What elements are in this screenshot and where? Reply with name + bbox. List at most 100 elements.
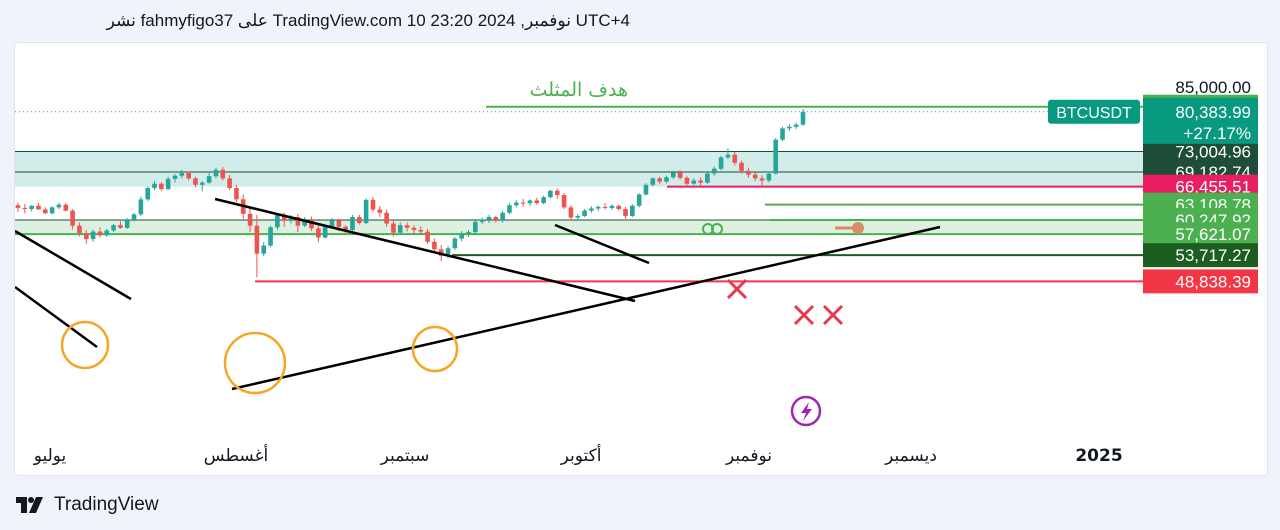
symbol-tag <box>1048 99 1140 124</box>
candle-body <box>295 217 301 226</box>
candle-body <box>370 199 376 210</box>
alert-marker-icon <box>852 222 864 234</box>
candle-body <box>650 178 656 185</box>
candle-body <box>698 180 703 183</box>
current-change-label: +27.17% <box>1183 124 1251 143</box>
y-tick-label: 85,000.00 <box>1175 78 1251 97</box>
candle-body <box>677 172 683 178</box>
tradingview-brand: TradingView <box>54 494 159 515</box>
candle-body <box>691 180 697 184</box>
candle-body <box>391 223 396 233</box>
candle-body <box>145 188 150 200</box>
candle-body <box>725 154 731 158</box>
candle-body <box>752 174 758 179</box>
candle-body <box>234 188 239 200</box>
candle-body <box>357 217 362 223</box>
candle-body <box>350 217 355 230</box>
candle-body <box>322 226 328 238</box>
highlight-circle-0 <box>60 320 110 370</box>
candle-body <box>131 214 137 220</box>
current-price-label: 80,383.99 <box>1175 103 1251 122</box>
candle-body <box>800 111 806 125</box>
candle-body <box>159 183 164 190</box>
price-badge-label: 66,455.51 <box>1175 178 1251 197</box>
candle-body <box>739 162 744 171</box>
candle-body <box>404 225 410 228</box>
candle-body <box>343 226 348 230</box>
zone-band-0 <box>15 151 1143 187</box>
candle-body <box>459 233 464 239</box>
chart-header: نشر fahmyfigo37 على TradingView.com 10 ن… <box>106 11 630 30</box>
candle-body <box>746 170 751 175</box>
candle-body <box>554 190 560 196</box>
candle-body <box>179 173 185 176</box>
candle-body <box>275 214 280 228</box>
candle-body <box>254 225 260 254</box>
candle-body <box>595 206 601 209</box>
candle-body <box>548 190 553 198</box>
trendline-3 <box>554 223 650 265</box>
candle-body <box>302 219 307 226</box>
x-axis-label: سبتمبر <box>380 446 430 466</box>
candle-body <box>70 210 75 226</box>
chart-panel[interactable]: 85,000.0075,000.0070,000.0055,000.0050,0… <box>14 42 1268 476</box>
candle-body <box>227 178 232 189</box>
candle-body <box>732 154 738 163</box>
candle-body <box>36 205 41 210</box>
ring-marker-icon <box>711 223 723 235</box>
price-badge-label: 57,621.07 <box>1175 225 1251 244</box>
candle-body <box>281 214 287 221</box>
candle-body <box>118 225 123 228</box>
price-badge-label: 48,838.39 <box>1175 272 1251 291</box>
candle-body <box>288 217 294 221</box>
candle-body <box>773 139 778 174</box>
highlight-circle-2 <box>411 325 459 373</box>
candle-body <box>206 176 212 183</box>
x-axis-label: نوفمبر <box>725 446 772 466</box>
candle-body <box>124 219 130 228</box>
candle-body <box>193 178 198 185</box>
candle-body <box>705 173 710 183</box>
candle-body <box>514 202 519 206</box>
x-mark-1 <box>793 304 815 326</box>
candle-body <box>759 178 765 181</box>
candle-body <box>56 204 62 208</box>
candle-body <box>90 231 96 240</box>
candle-body <box>397 225 403 233</box>
candle-body <box>15 205 21 208</box>
candle-body <box>486 217 492 220</box>
candle-body <box>165 178 171 190</box>
candle-body <box>104 230 110 236</box>
candle-body <box>671 172 676 178</box>
candle-body <box>425 231 430 242</box>
tradingview-footer: TradingView <box>16 491 159 519</box>
candle-body <box>363 199 369 223</box>
candle-body <box>616 205 621 210</box>
candle-body <box>793 124 799 127</box>
candle-body <box>213 169 219 177</box>
candle-body <box>589 208 594 211</box>
candle-body <box>384 212 389 224</box>
candle-body <box>787 126 792 129</box>
highlight-circle-1 <box>223 331 287 395</box>
candle-body <box>718 157 724 169</box>
candle-body <box>500 212 505 221</box>
candle-body <box>711 168 717 174</box>
candle-body <box>452 238 458 249</box>
candle-body <box>636 194 642 206</box>
candle-body <box>438 249 444 256</box>
price-chart[interactable]: 85,000.0075,000.0070,000.0055,000.0050,0… <box>15 43 1267 475</box>
candle-body <box>172 175 178 179</box>
candle-body <box>520 202 526 204</box>
candle-body <box>329 220 335 227</box>
candle-body <box>336 220 342 227</box>
candle-body <box>247 213 253 226</box>
price-badge-label: 73,004.96 <box>1175 142 1251 161</box>
candle-body <box>575 216 581 218</box>
price-badge <box>1143 222 1258 247</box>
candle-body <box>152 183 157 189</box>
candle-body <box>77 225 82 234</box>
candle-body <box>418 229 424 232</box>
candle-body <box>29 205 34 210</box>
annotation-text: هدف المثلث <box>530 79 628 101</box>
